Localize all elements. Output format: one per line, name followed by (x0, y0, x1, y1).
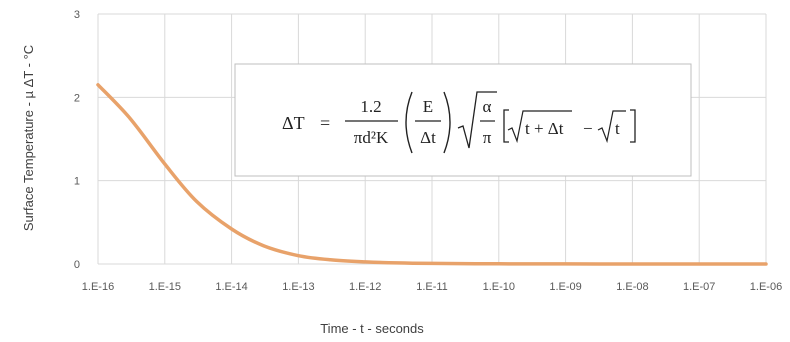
formula-bracket-term2: t (615, 119, 620, 138)
y-axis-title: Surface Temperature - µ ΔT - °C (21, 45, 36, 231)
x-tick-label: 1.E-14 (215, 281, 247, 293)
x-tick-label: 1.E-15 (149, 281, 181, 293)
x-tick-label: 1.E-11 (416, 281, 448, 293)
y-tick-label: 2 (74, 92, 80, 104)
x-tick-label: 1.E-10 (483, 281, 515, 293)
formula-lhs: ΔT (282, 113, 305, 133)
formula-sqrt-sign (457, 91, 497, 149)
formula-annotation: ΔT = 1.2 πd²K E Δt α π t + Δt − t (234, 63, 692, 177)
formula-frac2-denominator: Δt (420, 128, 436, 147)
formula-sqrt-sign-2 (507, 110, 572, 144)
x-tick-label: 1.E-13 (282, 281, 314, 293)
series-line (96, 83, 768, 266)
formula-right-bracket (630, 109, 636, 143)
formula-coef-denominator: πd²K (354, 128, 389, 147)
y-tick-label: 1 (74, 176, 80, 188)
formula-bracket-minus: − (583, 119, 593, 138)
x-axis-title: Time - t - seconds (320, 321, 424, 336)
formula-left-paren (405, 91, 413, 154)
x-tick-label: 1.E-06 (750, 281, 782, 293)
y-tick-label: 0 (74, 259, 80, 271)
x-tick-label: 1.E-07 (683, 281, 715, 293)
x-tick-label: 1.E-08 (616, 281, 648, 293)
formula-right-paren (443, 91, 451, 154)
formula-box (234, 63, 692, 177)
formula-equals: = (320, 113, 330, 133)
x-tick-label: 1.E-12 (349, 281, 381, 293)
formula-left-bracket (503, 109, 509, 143)
formula-frac2-numerator: E (423, 97, 433, 116)
y-axis: 0 1 2 3 (74, 9, 80, 271)
series-layer (96, 83, 768, 266)
formula-coef-numerator: 1.2 (360, 97, 381, 116)
x-tick-label: 1.E-16 (82, 281, 114, 293)
formula-bracket-term1: t + Δt (525, 119, 564, 138)
x-axis: 1.E-16 1.E-15 1.E-14 1.E-13 1.E-12 1.E-11 1.E-… (82, 281, 782, 293)
y-tick-label: 3 (74, 9, 80, 21)
formula-frac3-numerator: α (483, 97, 492, 116)
formula-sqrt-sign-3 (597, 110, 626, 144)
x-tick-label: 1.E-09 (549, 281, 581, 293)
formula-frac3-denominator: π (483, 128, 492, 147)
